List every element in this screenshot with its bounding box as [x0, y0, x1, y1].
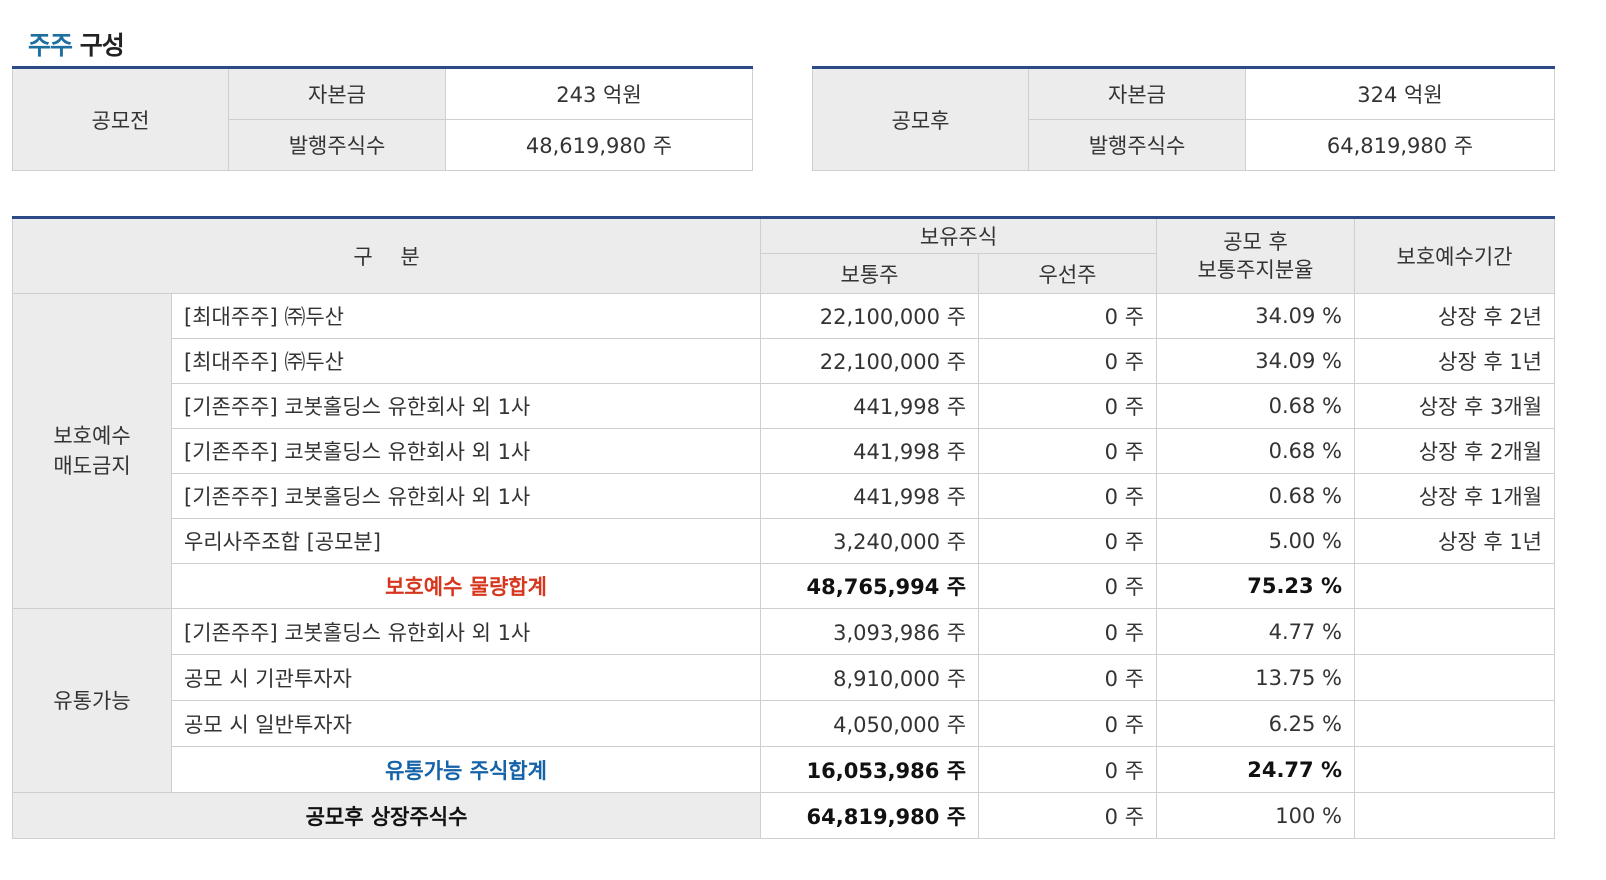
lockup-period	[1354, 700, 1556, 747]
common-shares: 22,100,000 주	[760, 338, 980, 384]
preferred-shares: 0 주	[978, 428, 1158, 474]
before-offering-table: 공모전 자본금 243 억원 발행주식수 48,619,980 주	[12, 66, 753, 171]
holder-name: 공모 시 일반투자자	[170, 700, 762, 747]
header-ratio: 공모 후 보통주지분율	[1156, 217, 1356, 294]
tradable-subtotal-ratio: 24.77 %	[1156, 746, 1356, 793]
ownership-ratio: 5.00 %	[1156, 518, 1356, 564]
common-shares: 441,998 주	[760, 383, 980, 429]
holder-name: [기존주주] 코봇홀딩스 유한회사 외 1사	[170, 473, 762, 519]
lockup-period: 상장 후 3개월	[1354, 383, 1556, 429]
holder-name: [최대주주] ㈜두산	[170, 293, 762, 339]
table-row: [기존주주] 코봇홀딩스 유한회사 외 1사 441,998 주 0 주 0.6…	[13, 473, 1556, 519]
table-row: 공모 시 일반투자자 4,050,000 주 0 주 6.25 %	[13, 700, 1556, 747]
after-capital-value: 324 억원	[1245, 67, 1555, 120]
common-shares: 3,240,000 주	[760, 518, 980, 564]
before-label: 공모전	[12, 67, 229, 171]
preferred-shares: 0 주	[978, 518, 1158, 564]
before-shares-value: 48,619,980 주	[445, 119, 753, 171]
preferred-shares: 0 주	[978, 700, 1158, 747]
after-label: 공모후	[812, 67, 1029, 171]
preferred-shares: 0 주	[978, 383, 1158, 429]
lockup-period: 상장 후 1개월	[1354, 473, 1556, 519]
common-shares: 3,093,986 주	[760, 608, 980, 655]
lockup-period: 상장 후 2개월	[1354, 428, 1556, 474]
before-shares-label: 발행주식수	[228, 119, 446, 171]
ownership-ratio: 0.68 %	[1156, 473, 1356, 519]
shareholder-table: 구 분 보유주식 공모 후 보통주지분율 보호예수기간 보통주 우선주 보호예수…	[11, 216, 1556, 839]
common-shares: 22,100,000 주	[760, 293, 980, 339]
tradable-subtotal-preferred: 0 주	[978, 746, 1158, 793]
section-title: 주주 구성	[28, 26, 125, 62]
ownership-ratio: 6.25 %	[1156, 700, 1356, 747]
common-shares: 8,910,000 주	[760, 654, 980, 701]
table-row: 공모 시 기관투자자 8,910,000 주 0 주 13.75 %	[13, 654, 1556, 701]
before-capital-label: 자본금	[228, 67, 446, 120]
tradable-subtotal-period	[1354, 746, 1556, 793]
lockup-period: 상장 후 1년	[1354, 338, 1556, 384]
subtotal-row: 유통가능 주식합계 16,053,986 주 0 주 24.77 %	[13, 746, 1556, 793]
ownership-ratio: 0.68 %	[1156, 428, 1356, 474]
group-tradable-label: 유통가능	[12, 608, 172, 793]
section-title-accent: 주주	[28, 31, 73, 60]
section-title-rest: 구성	[72, 31, 125, 60]
group-lockup-label: 보호예수 매도금지	[12, 293, 172, 609]
common-shares: 4,050,000 주	[760, 700, 980, 747]
holder-name: [최대주주] ㈜두산	[170, 338, 762, 384]
after-shares-label: 발행주식수	[1028, 119, 1246, 171]
header-category: 구 분	[11, 217, 762, 294]
ownership-ratio: 0.68 %	[1156, 383, 1356, 429]
ownership-ratio: 34.09 %	[1156, 338, 1356, 384]
after-offering-table: 공모후 자본금 324 억원 발행주식수 64,819,980 주	[812, 66, 1555, 171]
total-ratio: 100 %	[1156, 792, 1356, 839]
common-shares: 441,998 주	[760, 473, 980, 519]
table-row: 우리사주조합 [공모분] 3,240,000 주 0 주 5.00 % 상장 후…	[13, 518, 1556, 564]
holder-name: 공모 시 기관투자자	[170, 654, 762, 701]
holder-name: 우리사주조합 [공모분]	[170, 518, 762, 564]
lockup-subtotal-common: 48,765,994 주	[760, 563, 980, 609]
ownership-ratio: 34.09 %	[1156, 293, 1356, 339]
subtotal-row: 보호예수 물량합계 48,765,994 주 0 주 75.23 %	[13, 563, 1556, 609]
table-row: [기존주주] 코봇홀딩스 유한회사 외 1사 441,998 주 0 주 0.6…	[13, 428, 1556, 474]
preferred-shares: 0 주	[978, 473, 1158, 519]
before-capital-value: 243 억원	[445, 67, 753, 120]
lockup-subtotal-ratio: 75.23 %	[1156, 563, 1356, 609]
ownership-ratio: 13.75 %	[1156, 654, 1356, 701]
total-row: 공모후 상장주식수 64,819,980 주 0 주 100 %	[11, 792, 1556, 839]
after-capital-label: 자본금	[1028, 67, 1246, 120]
tradable-subtotal-common: 16,053,986 주	[760, 746, 980, 793]
lockup-subtotal-preferred: 0 주	[978, 563, 1158, 609]
lockup-period: 상장 후 1년	[1354, 518, 1556, 564]
holder-name: [기존주주] 코봇홀딩스 유한회사 외 1사	[170, 428, 762, 474]
header-preferred: 우선주	[978, 253, 1158, 294]
lockup-period	[1354, 608, 1556, 655]
preferred-shares: 0 주	[978, 654, 1158, 701]
table-row: 유통가능 [기존주주] 코봇홀딩스 유한회사 외 1사 3,093,986 주 …	[12, 608, 1556, 793]
tradable-subtotal-label: 유통가능 주식합계	[170, 746, 762, 793]
lockup-subtotal-period	[1354, 563, 1556, 609]
total-common: 64,819,980 주	[760, 792, 980, 839]
lockup-period	[1354, 654, 1556, 701]
header-lockup-period: 보호예수기간	[1354, 217, 1556, 294]
after-shares-value: 64,819,980 주	[1245, 119, 1555, 171]
total-preferred: 0 주	[978, 792, 1158, 839]
total-period	[1354, 792, 1556, 839]
preferred-shares: 0 주	[978, 338, 1158, 384]
total-label: 공모후 상장주식수	[11, 792, 762, 839]
holder-name: [기존주주] 코봇홀딩스 유한회사 외 1사	[170, 383, 762, 429]
preferred-shares: 0 주	[978, 293, 1158, 339]
table-row: [최대주주] ㈜두산 22,100,000 주 0 주 34.09 % 상장 후…	[13, 338, 1556, 384]
lockup-period: 상장 후 2년	[1354, 293, 1556, 339]
table-row: 보호예수 매도금지 [최대주주] ㈜두산 22,100,000 주 0 주 34…	[12, 293, 1556, 609]
common-shares: 441,998 주	[760, 428, 980, 474]
holder-name: [기존주주] 코봇홀딩스 유한회사 외 1사	[170, 608, 762, 655]
lockup-subtotal-label: 보호예수 물량합계	[170, 563, 762, 609]
preferred-shares: 0 주	[978, 608, 1158, 655]
ownership-ratio: 4.77 %	[1156, 608, 1356, 655]
header-common: 보통주	[760, 253, 980, 294]
table-row: [기존주주] 코봇홀딩스 유한회사 외 1사 441,998 주 0 주 0.6…	[13, 383, 1556, 429]
header-held-shares: 보유주식	[760, 217, 1158, 254]
